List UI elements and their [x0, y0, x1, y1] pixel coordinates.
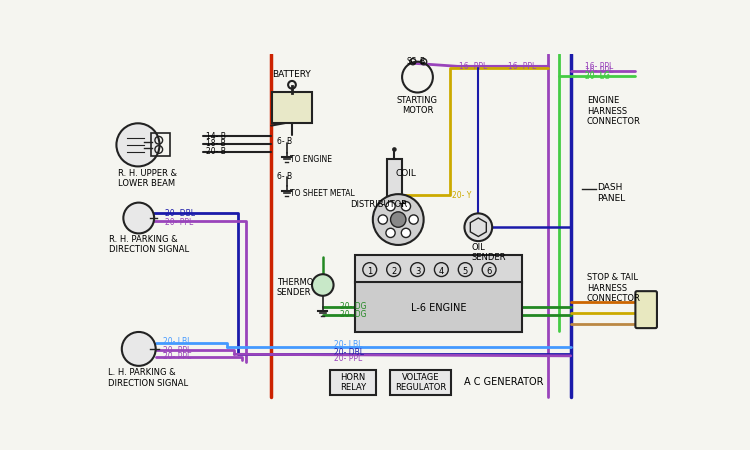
- Text: 20- PPL: 20- PPL: [164, 346, 192, 355]
- FancyBboxPatch shape: [387, 159, 402, 203]
- Text: DISTRIBUTOR: DISTRIBUTOR: [350, 199, 406, 208]
- Text: 20- LBL: 20- LBL: [334, 341, 363, 350]
- Text: TO SHEET METAL: TO SHEET METAL: [290, 189, 356, 198]
- Text: VOLTAGE
REGULATOR: VOLTAGE REGULATOR: [395, 373, 446, 392]
- FancyBboxPatch shape: [330, 370, 376, 395]
- Text: 20- B: 20- B: [206, 147, 226, 156]
- Text: 16- PPL: 16- PPL: [459, 62, 488, 71]
- Text: SC: SC: [406, 57, 416, 66]
- Circle shape: [378, 215, 388, 224]
- Text: DASH
PANEL: DASH PANEL: [597, 183, 626, 203]
- Text: 16- PPL: 16- PPL: [509, 62, 536, 71]
- Text: A C GENERATOR: A C GENERATOR: [464, 378, 543, 387]
- Text: THERMO
SENDER: THERMO SENDER: [277, 278, 313, 297]
- Circle shape: [401, 228, 410, 238]
- Text: STARTING
MOTOR: STARTING MOTOR: [397, 95, 438, 115]
- Text: R. H. PARKING &
DIRECTION SIGNAL: R. H. PARKING & DIRECTION SIGNAL: [110, 235, 190, 254]
- Circle shape: [392, 147, 397, 152]
- FancyBboxPatch shape: [635, 291, 657, 328]
- Text: BATTERY: BATTERY: [272, 70, 311, 79]
- FancyBboxPatch shape: [390, 370, 452, 395]
- Text: 3: 3: [415, 267, 420, 276]
- Text: L. H. PARKING &
DIRECTION SIGNAL: L. H. PARKING & DIRECTION SIGNAL: [108, 368, 188, 387]
- Text: 20- DBL: 20- DBL: [165, 209, 195, 218]
- Circle shape: [386, 228, 395, 238]
- Text: STOP & TAIL
HARNESS
CONNECTOR: STOP & TAIL HARNESS CONNECTOR: [587, 274, 640, 303]
- Circle shape: [373, 194, 424, 245]
- Circle shape: [391, 212, 406, 227]
- Text: TO ENGINE: TO ENGINE: [290, 155, 332, 164]
- FancyBboxPatch shape: [272, 92, 312, 122]
- Circle shape: [409, 215, 419, 224]
- Text: 20- LG: 20- LG: [585, 71, 610, 80]
- Text: 20- LG: 20- LG: [585, 72, 610, 81]
- Text: ENGINE
HARNESS
CONNECTOR: ENGINE HARNESS CONNECTOR: [587, 96, 640, 126]
- Text: COIL: COIL: [396, 170, 417, 179]
- Text: 5: 5: [463, 267, 468, 276]
- Text: 20- DBL: 20- DBL: [334, 348, 364, 357]
- Text: 20- PPL: 20- PPL: [164, 352, 192, 361]
- Text: HORN
RELAY: HORN RELAY: [340, 373, 366, 392]
- Text: 20- PPL: 20- PPL: [334, 354, 362, 363]
- Text: 2: 2: [391, 267, 396, 276]
- Text: 16- PPL: 16- PPL: [585, 62, 614, 71]
- Text: 20- DG: 20- DG: [340, 302, 367, 311]
- Text: 20- PPL: 20- PPL: [165, 218, 194, 227]
- Text: 20- Y: 20- Y: [452, 191, 472, 200]
- Text: -: -: [380, 199, 385, 209]
- Circle shape: [464, 213, 492, 241]
- Circle shape: [122, 332, 156, 366]
- Text: L-6 ENGINE: L-6 ENGINE: [411, 303, 466, 313]
- Circle shape: [312, 274, 334, 296]
- Text: 1: 1: [367, 267, 372, 276]
- FancyBboxPatch shape: [355, 282, 522, 332]
- Circle shape: [116, 123, 160, 166]
- Text: 6- B: 6- B: [277, 172, 292, 181]
- Text: 4: 4: [439, 267, 444, 276]
- Text: 20- DG: 20- DG: [340, 310, 367, 319]
- Circle shape: [386, 202, 395, 211]
- Text: 18- B: 18- B: [206, 140, 226, 148]
- Text: 14- B: 14- B: [206, 132, 226, 141]
- Circle shape: [401, 202, 410, 211]
- Circle shape: [123, 202, 154, 234]
- Text: 20- LBL: 20- LBL: [164, 338, 192, 346]
- Text: R. H. UPPER &
LOWER BEAM: R. H. UPPER & LOWER BEAM: [118, 169, 177, 188]
- Text: B: B: [419, 57, 424, 66]
- Text: 6: 6: [487, 267, 492, 276]
- Text: +: +: [398, 199, 407, 209]
- Text: 16- PPL: 16- PPL: [585, 66, 614, 75]
- Text: OIL
SENDER: OIL SENDER: [472, 243, 506, 262]
- Text: 6- B: 6- B: [277, 137, 292, 146]
- FancyBboxPatch shape: [355, 255, 522, 284]
